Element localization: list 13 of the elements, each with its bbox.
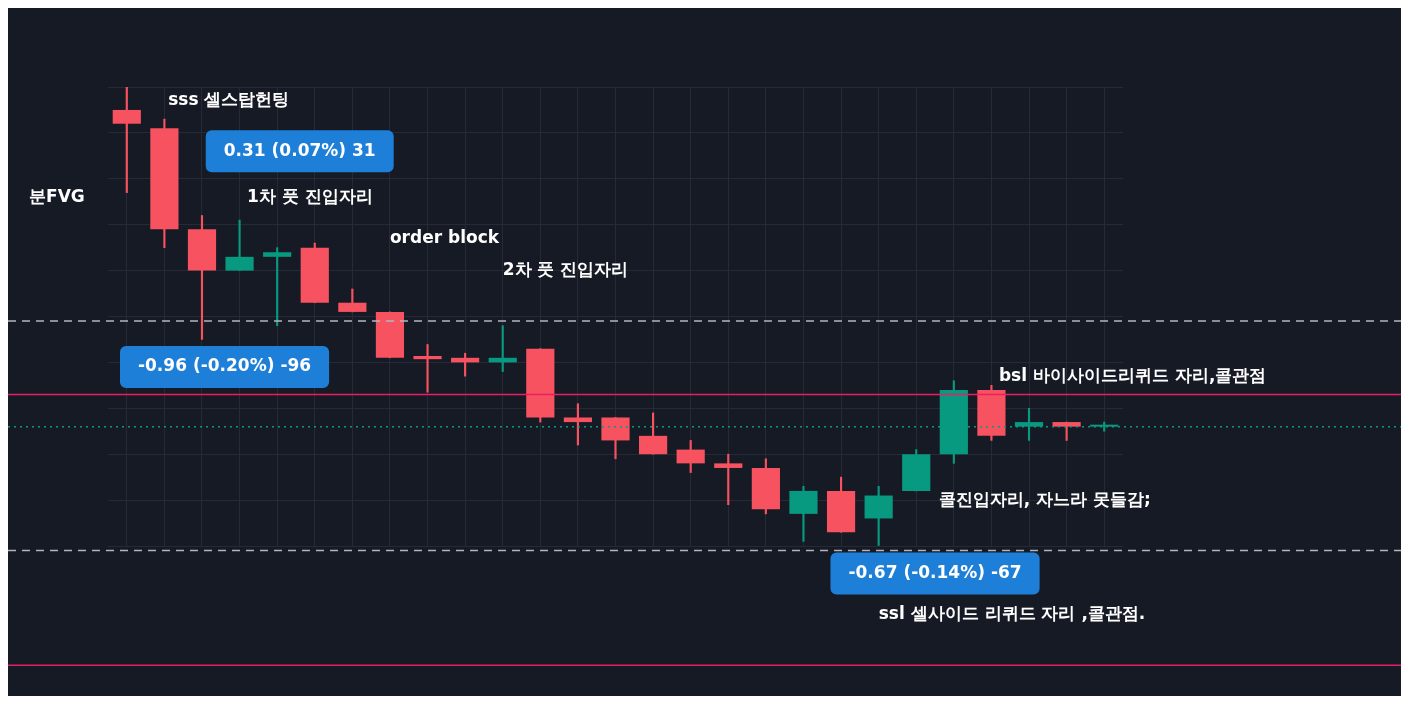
annotation: -0.96 (-0.20%) -96 — [137, 355, 312, 376]
annotation: 2차 풋 진입자리 — [502, 259, 629, 280]
annotation: bsl 바이사이드리퀴드 자리,콜관점 — [998, 364, 1267, 385]
text: ssl 셀사이드 리퀴드 자리 ,콜관점. — [878, 603, 1146, 624]
text: 분FVG — [29, 185, 85, 206]
text: -0.67 (-0.14%) -67 — [848, 561, 1022, 582]
annotation: 1차 풋 진입자리 — [247, 185, 373, 206]
candlestick — [225, 219, 254, 271]
annotation: order block — [389, 226, 500, 247]
annotation: 콜진입자리, 자느라 못들감; — [938, 488, 1151, 509]
annotation: sss 셀스탑헌팅 — [168, 89, 290, 110]
annotation: 0.31 (0.07%) 31 — [223, 139, 376, 160]
candlestick — [413, 344, 442, 393]
